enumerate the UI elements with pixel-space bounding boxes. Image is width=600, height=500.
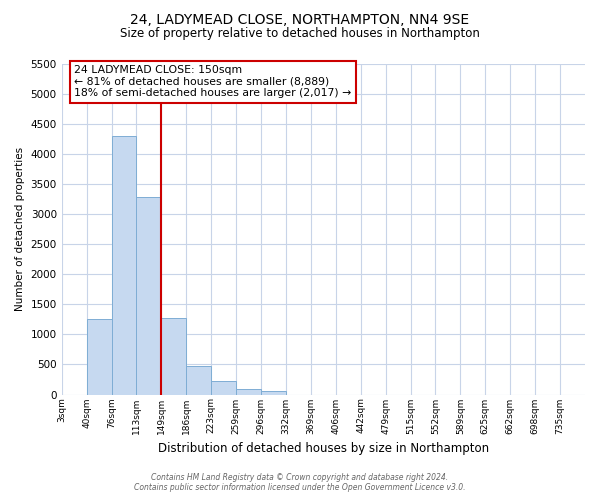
Bar bbox=[186, 366, 211, 394]
Bar bbox=[236, 389, 261, 394]
Bar bbox=[136, 198, 161, 394]
Text: Size of property relative to detached houses in Northampton: Size of property relative to detached ho… bbox=[120, 28, 480, 40]
Bar bbox=[261, 390, 286, 394]
Bar bbox=[211, 382, 236, 394]
Bar bbox=[161, 318, 186, 394]
Text: 24, LADYMEAD CLOSE, NORTHAMPTON, NN4 9SE: 24, LADYMEAD CLOSE, NORTHAMPTON, NN4 9SE bbox=[130, 12, 470, 26]
X-axis label: Distribution of detached houses by size in Northampton: Distribution of detached houses by size … bbox=[158, 442, 489, 455]
Bar bbox=[86, 320, 112, 394]
Bar bbox=[112, 136, 136, 394]
Text: Contains HM Land Registry data © Crown copyright and database right 2024.
Contai: Contains HM Land Registry data © Crown c… bbox=[134, 473, 466, 492]
Y-axis label: Number of detached properties: Number of detached properties bbox=[15, 147, 25, 312]
Text: 24 LADYMEAD CLOSE: 150sqm
← 81% of detached houses are smaller (8,889)
18% of se: 24 LADYMEAD CLOSE: 150sqm ← 81% of detac… bbox=[74, 65, 352, 98]
